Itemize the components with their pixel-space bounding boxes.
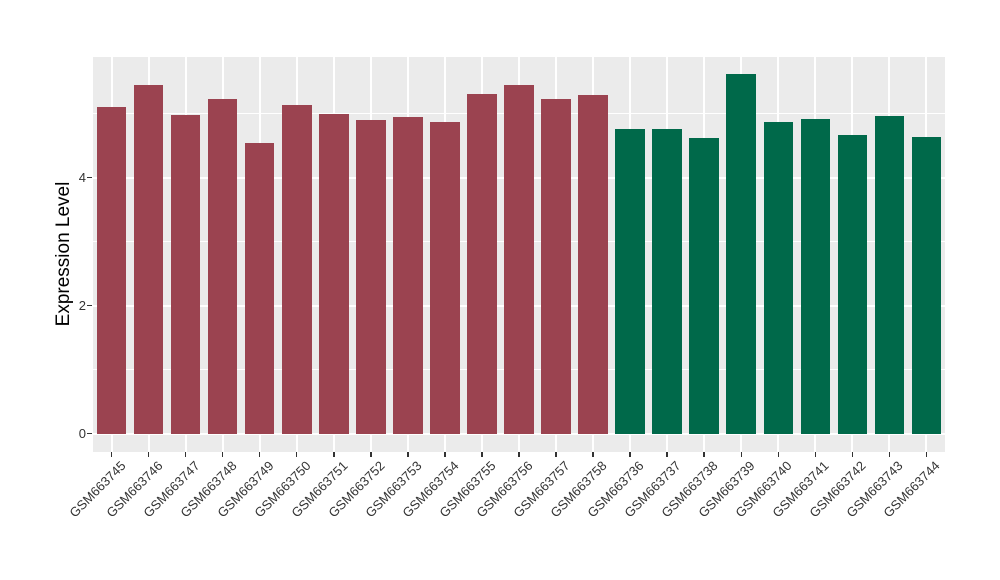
bar-GSM663743	[874, 116, 905, 434]
x-axis-tick-mark	[295, 452, 298, 457]
x-axis-tick-mark	[184, 452, 187, 457]
x-axis-tick-mark	[888, 452, 891, 457]
y-axis-tick-label: 0	[78, 425, 86, 441]
bar-GSM663747	[170, 115, 201, 434]
y-axis-tick-mark	[87, 176, 92, 179]
x-axis-tick-mark	[221, 452, 224, 457]
x-axis-tick-mark	[110, 452, 113, 457]
x-axis-tick-mark	[370, 452, 372, 457]
bar-GSM663750	[281, 104, 312, 434]
y-axis-tick-mark	[87, 432, 92, 435]
bar-GSM663757	[541, 99, 571, 434]
bar-GSM663758	[578, 94, 608, 434]
y-axis-tick-label: 4	[78, 169, 86, 185]
x-axis-tick-mark	[481, 452, 483, 457]
bar-GSM663741	[800, 118, 831, 434]
bar-GSM663749	[244, 142, 275, 434]
bar-GSM663740	[763, 122, 794, 434]
bar-GSM663742	[837, 134, 868, 434]
x-axis-tick-mark	[740, 452, 742, 457]
bar-GSM663744	[911, 136, 942, 434]
x-axis-tick-mark	[925, 452, 928, 457]
x-axis-tick-mark	[555, 452, 557, 457]
x-axis-tick-mark	[666, 452, 668, 457]
x-axis-tick-mark	[629, 452, 631, 457]
bar-GSM663737	[652, 128, 682, 434]
bar-GSM663756	[504, 84, 534, 434]
bar-GSM663751	[318, 113, 349, 434]
x-axis-tick-mark	[407, 452, 409, 457]
bar-GSM663738	[689, 138, 719, 434]
bar-GSM663753	[393, 117, 423, 434]
x-axis-tick-mark	[851, 452, 854, 457]
x-axis-tick-mark	[518, 452, 520, 457]
x-axis-tick-mark	[258, 452, 261, 457]
plot-panel	[93, 57, 945, 452]
bar-GSM663754	[430, 122, 460, 434]
bar-GSM663748	[207, 99, 238, 434]
x-axis-tick-mark	[333, 452, 335, 457]
bar-GSM663739	[726, 74, 757, 434]
bar-GSM663745	[96, 107, 127, 434]
x-axis-tick-mark	[147, 452, 150, 457]
y-axis-tick-mark	[87, 304, 92, 307]
x-axis-tick-mark	[444, 452, 446, 457]
y-axis-tick-label: 2	[78, 297, 86, 313]
bar-GSM663746	[133, 84, 164, 434]
x-axis-tick-mark	[703, 452, 705, 457]
x-axis-tick-mark	[592, 452, 594, 457]
x-axis-tick-mark	[777, 452, 780, 457]
x-axis-tick-mark	[814, 452, 817, 457]
bar-GSM663736	[615, 128, 645, 434]
bar-GSM663752	[356, 119, 386, 434]
bar-GSM663755	[467, 93, 497, 434]
